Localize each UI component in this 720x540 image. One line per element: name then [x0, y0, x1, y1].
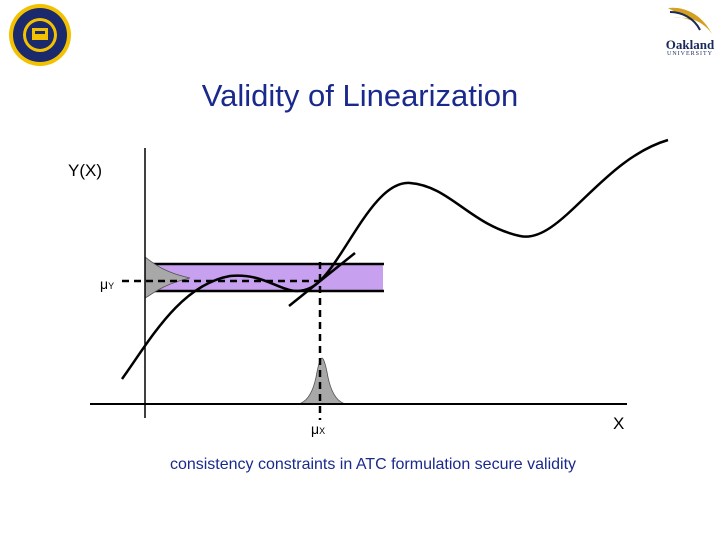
- mu-x-subscript: X: [319, 426, 326, 436]
- slide-title: Validity of Linearization: [201, 78, 519, 113]
- tangent-line: [288, 252, 356, 307]
- university-seal-logo: [6, 2, 74, 73]
- oakland-logo-mark: [664, 4, 716, 45]
- mu-y-subscript: Y: [108, 281, 115, 291]
- nonlinear-curve: [120, 138, 669, 380]
- oakland-logo-text: Oakland UNIVERSITY: [664, 38, 716, 57]
- slide-caption: consistency constraints in ATC formulati…: [169, 456, 577, 473]
- mu-y-label: μY: [100, 276, 114, 292]
- logo-word: Oakland: [665, 37, 715, 52]
- mu-y-symbol: μ: [100, 276, 109, 292]
- y-axis-label: Y(X): [68, 161, 102, 180]
- logo-subword: UNIVERSITY: [667, 51, 713, 57]
- mu-x-label: μX: [311, 421, 325, 437]
- x-axis-label: X: [613, 414, 625, 433]
- mu-x-symbol: μ: [311, 421, 320, 437]
- x-distribution: [297, 357, 347, 405]
- y-distribution: [144, 256, 191, 299]
